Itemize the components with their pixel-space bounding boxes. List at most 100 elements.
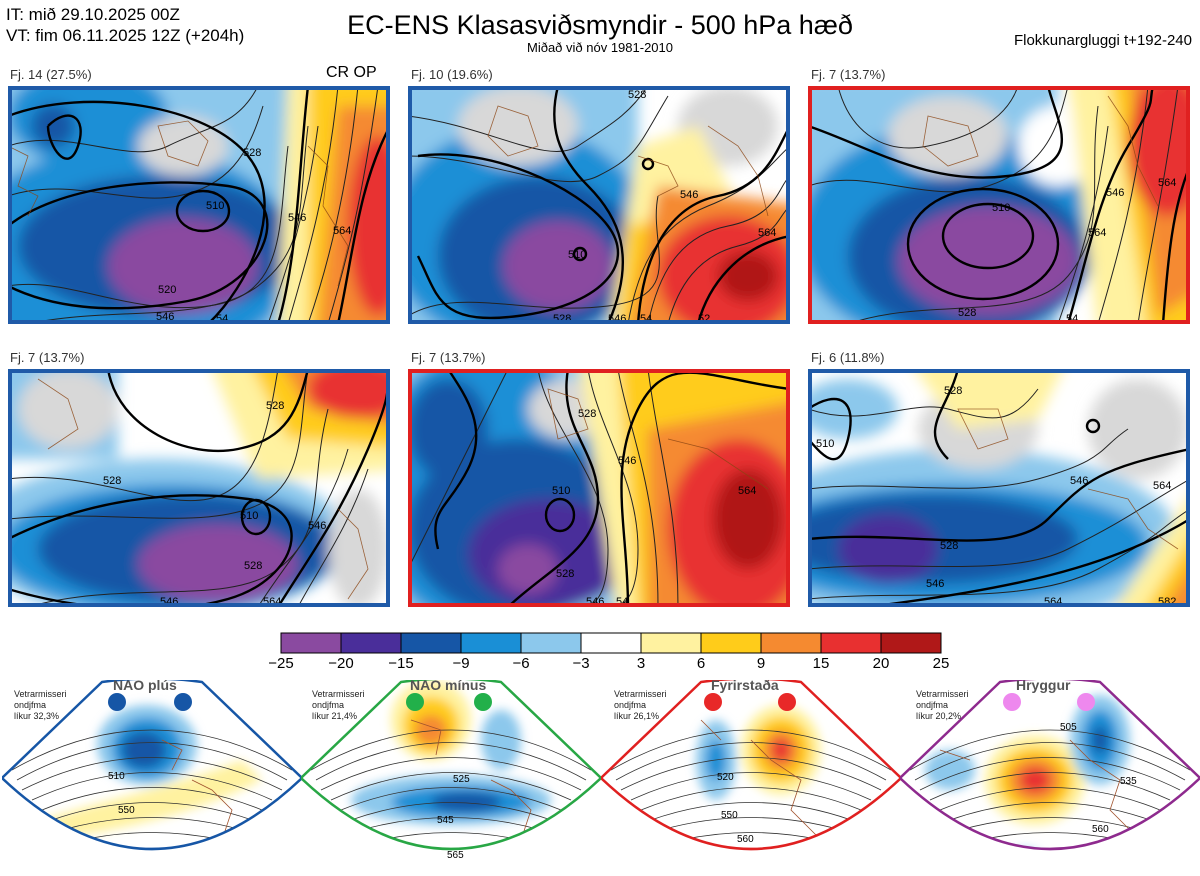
panel-1-contour-label: 520 <box>158 284 176 296</box>
colorbar-swatch <box>820 632 882 654</box>
panel-3-label: Fj. 7 (13.7%) <box>811 67 886 82</box>
regime-3-info: Vetrarmisseri ondjfma líkur 26,1% <box>614 689 667 721</box>
colorbar-swatch <box>400 632 462 654</box>
regime-3-dot-left <box>704 693 722 711</box>
regime-2-info: Vetrarmisseri ondjfma líkur 21,4% <box>312 689 365 721</box>
panel-3-contour-label: 564 <box>1088 227 1106 239</box>
panel-5-contour-label: 528 <box>556 568 574 580</box>
colorbar-tick-label: −20 <box>328 655 354 672</box>
regime-2-contour-label: 565 <box>447 850 464 861</box>
panel-6-contour-label: 546 <box>926 578 944 590</box>
colorbar-tick-label: −15 <box>388 655 414 672</box>
colorbar-swatch <box>640 632 702 654</box>
panel-5-contour-label: 546 <box>586 596 604 607</box>
regime-3-contour-label: 520 <box>717 772 734 783</box>
panel-2-contour-label: 52 <box>698 313 710 324</box>
regime-4-title: Hryggur <box>1016 677 1071 693</box>
panel-2-frame <box>408 86 790 324</box>
colorbar-swatch <box>700 632 762 654</box>
cluster-map-5: 528 510 528 546 564 546 54 <box>408 369 790 607</box>
panel-2-label: Fj. 10 (19.6%) <box>411 67 493 82</box>
panel-6-contour-label: 528 <box>944 385 962 397</box>
colorbar-tick-label: 9 <box>756 655 766 672</box>
regime-1-dot-right <box>174 693 192 711</box>
colorbar-tick-label: 15 <box>812 655 830 672</box>
panel-2-contour-label: 546 <box>680 189 698 201</box>
panel-4-contour-label: 528 <box>244 560 262 572</box>
panel-2-contour-label: 510 <box>568 249 586 261</box>
panel-1-extra: CR OP <box>326 64 377 81</box>
panel-6-contour-label: 582 <box>1158 596 1176 607</box>
cluster-map-6: 510 528 528 546 564 546 564 582 <box>808 369 1190 607</box>
panel-4-frame <box>8 369 390 607</box>
panel-5-contour-label: 546 <box>618 455 636 467</box>
header-info: IT: mið 29.10.2025 00Z VT: fim 06.11.202… <box>6 4 244 46</box>
page-title: EC-ENS Klasasviðsmyndir - 500 hPa hæð <box>347 10 853 40</box>
colorbar-tick-label: −9 <box>452 655 470 672</box>
page-subtitle: Miðað við nóv 1981-2010 <box>527 40 673 55</box>
colorbar-tick-label: 6 <box>696 655 706 672</box>
regime-4-contour-label: 560 <box>1092 824 1109 835</box>
init-time: IT: mið 29.10.2025 00Z <box>6 5 180 24</box>
regime-3-title: Fyrirstaða <box>711 677 779 693</box>
regime-4-info: Vetrarmisseri ondjfma líkur 20,2% <box>916 689 969 721</box>
colorbar-swatch <box>460 632 522 654</box>
regime-2-title: NAO mínus <box>410 677 487 693</box>
panel-1-contour-label: 528 <box>243 147 261 159</box>
panel-5-frame <box>408 369 790 607</box>
panel-2-contour-label: 54 <box>640 313 652 324</box>
panel-3-contour-label: 510 <box>992 202 1010 214</box>
panel-4-contour-label: 546 <box>160 596 178 607</box>
panel-4-contour-label: 546 <box>308 520 326 532</box>
regime-3-contour-label: 550 <box>721 810 738 821</box>
panel-5-label: Fj. 7 (13.7%) <box>411 350 486 365</box>
cluster-map-2: 528 510 528 546 564 546 54 52 <box>408 86 790 324</box>
panel-5-contour-label: 510 <box>552 485 570 497</box>
panel-2-contour-label: 528 <box>628 89 646 101</box>
panel-2-contour-label: 564 <box>758 227 776 239</box>
panel-6-label: Fj. 6 (11.8%) <box>811 350 885 365</box>
panel-3-contour-label: 54 <box>1066 313 1078 324</box>
panel-3-frame <box>808 86 1190 324</box>
regime-1-contour-label: 510 <box>108 771 125 782</box>
regime-4-dot-right <box>1077 693 1095 711</box>
panel-2-contour-label: 546 <box>608 313 626 324</box>
panel-6-contour-label: 546 <box>1070 475 1088 487</box>
regime-4-dot-left <box>1003 693 1021 711</box>
colorbar-swatch <box>580 632 642 654</box>
regime-3-dot-right <box>778 693 796 711</box>
cluster-window: Flokkunargluggi t+192-240 <box>1013 32 1192 49</box>
regime-3-contour-label: 560 <box>737 834 754 845</box>
panel-2-contour-label: 528 <box>553 313 571 324</box>
colorbar-swatch <box>880 632 942 654</box>
panel-4-contour-label: 510 <box>240 510 258 522</box>
panel-6-contour-label: 528 <box>940 540 958 552</box>
regime-1-contour-label: 550 <box>118 805 135 816</box>
colorbar-tick-label: 20 <box>872 655 890 672</box>
panel-6-contour-label: 510 <box>816 438 834 450</box>
panel-1-contour-label: 564 <box>333 225 351 237</box>
panel-1-label: Fj. 14 (27.5%) <box>10 67 92 82</box>
regime-map-blocking: 520 550 560 <box>599 677 903 871</box>
panel-1-contour-label: 510 <box>206 200 224 212</box>
panel-6-contour-label: 564 <box>1044 596 1062 607</box>
panel-3-contour-label: 564 <box>1158 177 1176 189</box>
valid-time: VT: fim 06.11.2025 12Z (+204h) <box>6 26 245 45</box>
panel-4-contour-label: 528 <box>103 475 121 487</box>
regime-2-dot-left <box>406 693 424 711</box>
colorbar-swatch <box>760 632 822 654</box>
regime-2-contour-label: 545 <box>437 815 454 826</box>
regime-2-dot-right <box>474 693 492 711</box>
panel-5-contour-label: 528 <box>578 408 596 420</box>
colorbar-swatch <box>280 632 342 654</box>
regime-4-contour-label: 535 <box>1120 776 1137 787</box>
colorbar-tick-label: −6 <box>512 655 530 672</box>
regime-1-dot-left <box>108 693 126 711</box>
regime-1-info: Vetrarmisseri ondjfma líkur 32,3% <box>14 689 67 721</box>
panel-1-contour-label: 546 <box>288 212 306 224</box>
regime-map-nao-minus: 525 545 565 <box>299 677 603 871</box>
colorbar-tick-label: 3 <box>636 655 646 672</box>
regime-4-contour-label: 505 <box>1060 722 1077 733</box>
panel-5-contour-label: 54 <box>616 596 628 607</box>
panel-5-contour-label: 564 <box>738 485 756 497</box>
